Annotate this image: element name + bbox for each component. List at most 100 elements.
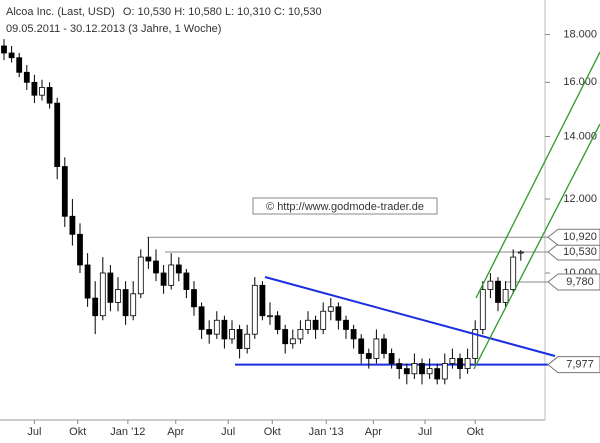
candle-body [244,333,251,349]
candle-body [464,358,471,370]
candle-body [229,329,235,340]
y-tick-label: 18.000 [563,28,597,40]
y-tick-label: 12.000 [563,193,597,205]
candle-body [327,306,334,312]
candle-body [153,260,159,274]
candle-body [320,310,327,330]
candle-body [441,363,448,380]
chart-title: Alcoa Inc. (Last, USD) O: 10,530 H: 10,58… [6,6,322,18]
candle-body [84,264,91,299]
watermark-box [252,197,438,215]
candle-body [267,315,273,318]
ohlc: O: 10,530 H: 10,580 L: 10,310 C: 10,530 [123,6,322,18]
candle-body [297,329,304,340]
candle-body [381,338,387,354]
candle-body [8,52,15,59]
candle-body [69,215,76,235]
period: 09.05.2011 - 30.12.2013 (3 Jahre, 1 Woch… [6,23,221,35]
level-tag [547,228,600,246]
x-tick-label: Jul [418,426,432,438]
candle-body [23,71,30,83]
candle-body [426,368,433,375]
candle-body [145,256,152,262]
x-tick-label: Apr [365,426,382,438]
candle-body [495,280,501,303]
candle-body [137,256,144,295]
candle-body [487,280,494,290]
candle-body [373,338,380,359]
channel-line [473,123,600,370]
y-tick-label: 16.000 [563,76,597,88]
candle-body [251,284,258,335]
candle-body [92,297,99,317]
x-tick-label: Jan '12 [110,426,145,438]
candle-body [115,289,121,303]
watermark: © http://www.godmode-trader.de [266,201,424,213]
candle-body [221,319,228,340]
candle-body [183,272,190,290]
candle-body [274,315,281,330]
candle-body [419,363,425,375]
candle-body [449,358,456,364]
level-label: 9,780 [566,276,594,288]
trend-line [264,276,556,357]
title: Alcoa Inc. (Last, USD) [6,6,115,18]
candle-body [16,57,23,73]
candle-body [213,319,220,335]
candle-body [259,284,266,317]
candle-body [99,272,106,317]
candle-body [411,363,418,375]
candle-body [289,338,296,345]
channel-line [475,51,600,299]
candle-body [61,166,68,217]
candle-body [46,87,53,104]
candle-body [365,353,372,359]
x-tick-label: Okt [467,426,484,438]
level-tag [547,273,600,291]
candle-body [358,338,365,354]
candle-body [168,264,175,286]
candle-body [54,102,61,167]
candle-body [335,306,342,321]
candle-body [305,319,311,330]
x-tick-label: Jul [27,426,41,438]
candle-body [502,289,509,303]
candle-body [130,293,137,317]
candle-body [396,363,403,370]
y-tick-label: 14.000 [563,130,597,142]
candle-body [39,87,45,96]
candle-body [343,319,349,330]
candle-body [175,264,182,274]
candle-body [457,358,463,370]
candle-body [198,306,205,330]
candle-body [472,329,479,359]
candle-body [236,329,243,349]
x-tick-label: Okt [69,426,86,438]
x-tick-label: Okt [264,426,281,438]
candle-body [191,289,197,308]
candle-body [517,251,524,254]
candle-body [312,319,319,330]
candle-body [107,272,114,303]
level-label: 10,530 [563,246,597,258]
candle-body [403,368,410,375]
candle-body [510,256,517,290]
level-label: 10,920 [563,231,597,243]
level-label: 7,977 [566,359,594,371]
level-tag [547,243,600,261]
x-tick-label: Jul [221,426,235,438]
candle-body [122,289,129,317]
x-tick-label: Apr [167,426,184,438]
level-tag [547,356,600,374]
candle-body [434,368,441,380]
candle-body [160,272,167,286]
candle-body [1,45,7,54]
candle-body [479,289,486,330]
candle-body [350,329,357,340]
candle-body [388,353,395,364]
candle-body [31,81,38,96]
candle-body [206,329,213,335]
